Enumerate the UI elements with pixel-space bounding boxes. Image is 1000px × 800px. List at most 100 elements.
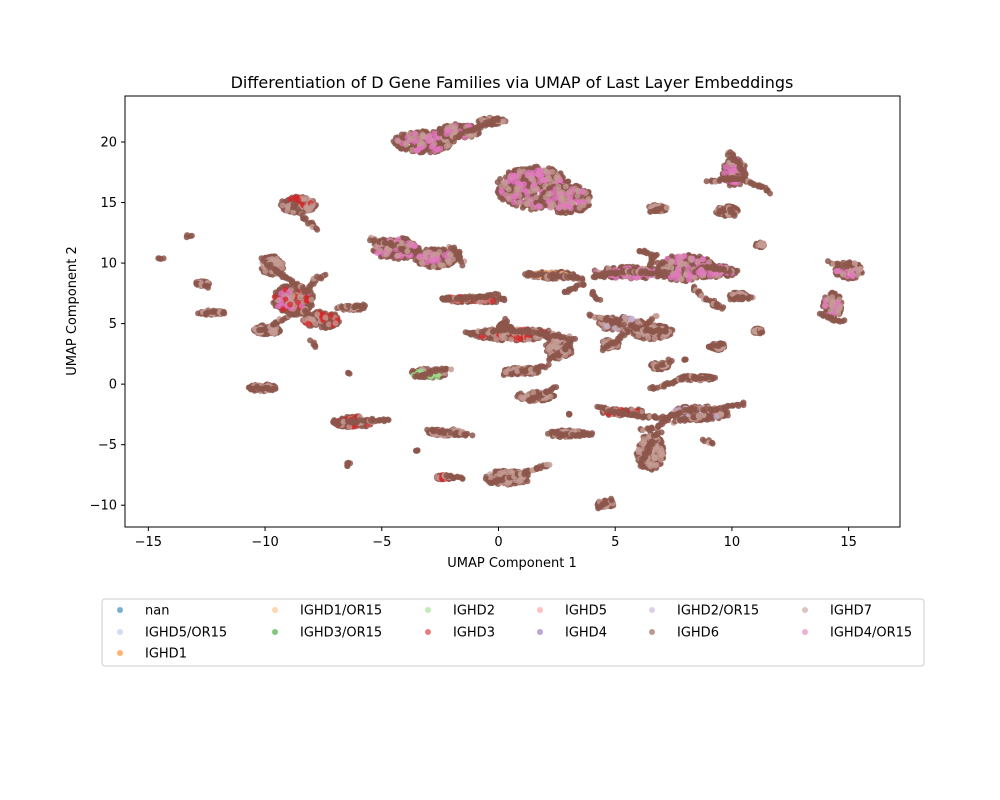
scatter-point [674, 267, 681, 274]
scatter-point [510, 199, 517, 206]
scatter-point [314, 311, 321, 318]
scatter-point [301, 317, 308, 324]
scatter-point [489, 297, 496, 304]
scatter-point [493, 336, 500, 343]
scatter-point [524, 392, 531, 399]
scatter-point [372, 243, 379, 250]
scatter-point [576, 199, 583, 205]
scatter-point [528, 188, 535, 195]
scatter-point [574, 187, 581, 194]
scatter-point [332, 320, 339, 327]
scatter-point [429, 256, 436, 263]
scatter-point [629, 275, 635, 281]
scatter-point [658, 456, 664, 463]
scatter-point [437, 145, 444, 152]
scatter-point [556, 205, 563, 211]
scatter-point [528, 175, 535, 182]
scatter-point [452, 125, 459, 132]
scatter-point [278, 299, 285, 306]
scatter-point [562, 202, 569, 209]
scatter-point [557, 209, 564, 216]
scatter-point [503, 468, 510, 475]
scatter-point [697, 267, 704, 273]
scatter-point [312, 320, 319, 327]
scatter-point [438, 128, 445, 135]
scatter-point [432, 147, 439, 154]
scatter-point [425, 249, 432, 256]
scatter-point [477, 299, 484, 305]
scatter-point [395, 236, 402, 243]
scatter-point [417, 253, 424, 260]
scatter-point [668, 258, 675, 265]
scatter-point [500, 295, 507, 302]
scatter-point [482, 475, 489, 482]
scatter-point [445, 142, 452, 149]
scatter-point [515, 179, 522, 186]
scatter-point [674, 253, 681, 260]
scatter-point [691, 274, 698, 281]
scatter-point [686, 276, 692, 283]
scatter-point [533, 194, 540, 201]
point-cluster [300, 308, 342, 332]
scatter-point [672, 271, 679, 278]
scatter-point [659, 449, 665, 456]
scatter-point [623, 315, 630, 322]
scatter-point [530, 182, 537, 189]
scatter-point [534, 204, 541, 211]
scatter-point [445, 258, 452, 265]
scatter-point [513, 174, 520, 181]
scatter-point [551, 195, 558, 202]
scatter-point [407, 136, 414, 143]
scatter-point [635, 332, 642, 339]
scatter-point [499, 189, 506, 196]
scatter-point [309, 203, 316, 209]
scatter-point [508, 336, 515, 343]
scatter-point [322, 314, 329, 321]
scatter-point [530, 390, 537, 396]
scatter-point [685, 264, 692, 271]
scatter-point [425, 133, 432, 140]
scatter-point [327, 312, 334, 319]
scatter-point [394, 252, 401, 259]
scatter-point [549, 168, 556, 175]
scatter-point [559, 197, 565, 204]
scatter-point [419, 131, 426, 138]
scatter-point [519, 204, 526, 211]
scatter-point [576, 204, 583, 211]
scatter-point [542, 177, 549, 184]
scatter-point [400, 235, 407, 242]
scatter-point [413, 137, 420, 144]
scatter-point [325, 321, 332, 328]
scatter-point [271, 293, 278, 300]
scatter-point [282, 296, 289, 303]
scatter-point [667, 274, 674, 281]
scatter-point [287, 301, 293, 308]
scatter-point [514, 334, 521, 341]
scatter-point [289, 292, 296, 299]
scatter-point [543, 168, 550, 175]
scatter-point [411, 130, 418, 137]
scatter-point [501, 179, 508, 186]
scatter-point [574, 193, 581, 199]
scatter-point [383, 251, 390, 258]
scatter-point [516, 199, 522, 206]
scatter-point [636, 446, 642, 453]
scatter-point [645, 334, 652, 341]
scatter-point [308, 296, 315, 303]
scatter-point [395, 138, 402, 144]
scatter-point [562, 183, 569, 190]
scatter-point [279, 264, 286, 271]
scatter-point [295, 299, 302, 306]
scatter-point [305, 320, 312, 327]
scatter-point [440, 262, 447, 269]
scatter-point [537, 167, 544, 174]
scatter-point [627, 315, 634, 322]
scatter-point [374, 250, 381, 256]
scatter-point [510, 193, 517, 200]
scatter-point [486, 334, 493, 341]
scatter-point [687, 255, 694, 262]
scatter-point [270, 330, 277, 337]
scatter-point [290, 209, 297, 215]
scatter-point [557, 178, 564, 185]
